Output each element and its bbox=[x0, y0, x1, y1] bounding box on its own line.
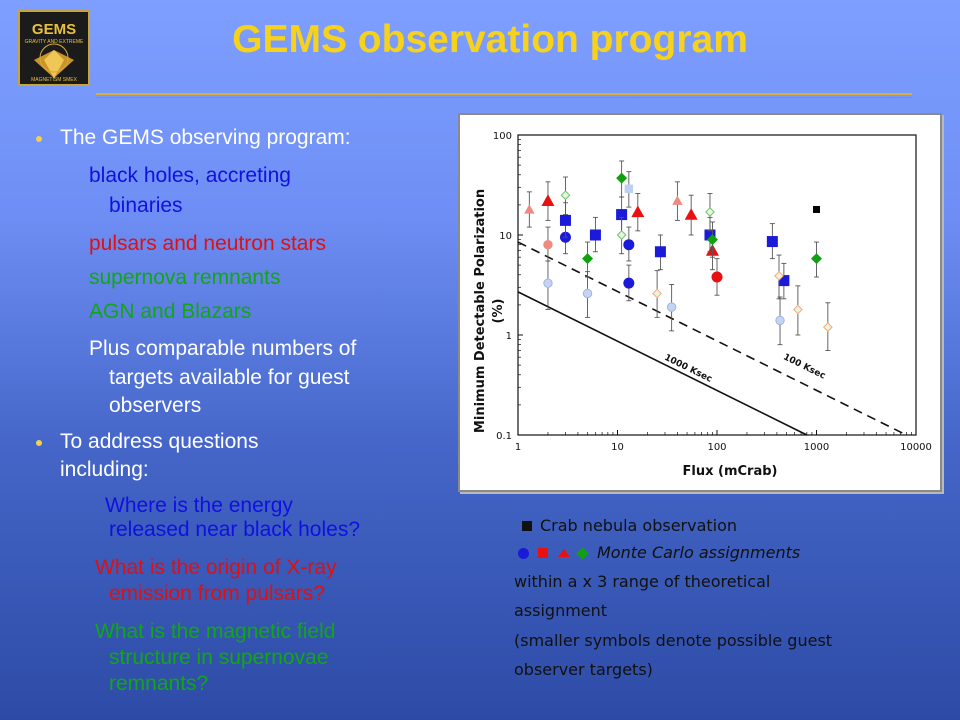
y-tick-label: 0.1 bbox=[496, 431, 512, 442]
bullet-2-cont: including: bbox=[60, 458, 149, 481]
legend-monte-carlo-text: Monte Carlo assignments bbox=[597, 543, 801, 562]
blue-circle-point bbox=[666, 302, 677, 312]
question-2-cont: emission from pulsars? bbox=[109, 582, 325, 605]
bullet-2: To address questions bbox=[60, 430, 259, 453]
red-triangle-point bbox=[631, 205, 645, 218]
x-tick-label: 100 bbox=[707, 442, 726, 453]
blue-square-point bbox=[778, 275, 790, 287]
plus-line-1: Plus comparable numbers of bbox=[89, 337, 357, 360]
question-1-cont: released near black holes? bbox=[109, 518, 360, 541]
y-tick-label: 1 bbox=[506, 331, 512, 342]
blue-square-point bbox=[704, 229, 716, 241]
red-square-icon bbox=[538, 548, 548, 558]
red-triangle-point bbox=[524, 204, 535, 214]
blue-square-point bbox=[589, 229, 601, 241]
blue-circle-point bbox=[623, 277, 635, 289]
red-triangle-point bbox=[541, 194, 555, 206]
blue-square-point bbox=[624, 184, 634, 193]
blue-circle-point bbox=[623, 239, 635, 251]
item-black-holes: black holes, accreting bbox=[89, 164, 291, 187]
blue-square-point bbox=[616, 209, 628, 221]
gems-logo: GEMS GRAVITY AND EXTREME MAGNETISM SMEX bbox=[18, 10, 90, 86]
red-circle-point bbox=[543, 239, 553, 250]
item-pulsars: pulsars and neutron stars bbox=[89, 232, 326, 255]
black-square-icon bbox=[522, 521, 532, 531]
red-triangle-point bbox=[672, 195, 683, 205]
green-diamond-point bbox=[705, 207, 715, 217]
green-diamond-point bbox=[706, 234, 718, 246]
orange-diamond-point bbox=[822, 322, 833, 332]
red-triangle-icon bbox=[558, 549, 570, 557]
legend-line-5: (smaller symbols denote possible guest bbox=[514, 631, 833, 650]
x-tick-label: 10 bbox=[611, 442, 624, 453]
y-tick-label: 100 bbox=[493, 131, 512, 142]
title-divider-shadow bbox=[96, 97, 912, 98]
legend-crab-text: Crab nebula observation bbox=[540, 516, 738, 535]
y-axis-label-unit: (%) bbox=[491, 299, 506, 324]
red-triangle-point bbox=[684, 208, 698, 220]
blue-circle-icon bbox=[518, 548, 529, 559]
bullet-dot bbox=[36, 440, 42, 446]
orange-diamond-point bbox=[774, 270, 784, 281]
x-tick-label: 10000 bbox=[900, 442, 932, 453]
blue-circle-point bbox=[582, 288, 593, 299]
question-1: Where is the energy bbox=[105, 494, 293, 517]
blue-square-point bbox=[766, 236, 778, 248]
item-agn: AGN and Blazars bbox=[89, 300, 252, 323]
x-tick-label: 1 bbox=[515, 442, 521, 453]
logo-subtitle: GRAVITY AND EXTREME bbox=[25, 39, 84, 45]
chart-frame: 1 10 100 1000 10000 0.1 1 10 100 100 Ksec 1000 Ks… bbox=[458, 113, 942, 492]
item-snr: supernova remnants bbox=[89, 266, 281, 289]
plus-line-3: observers bbox=[109, 394, 202, 417]
orange-diamond-point bbox=[792, 304, 803, 315]
blue-circle-point bbox=[775, 315, 785, 326]
green-diamond-point bbox=[616, 172, 628, 184]
y-axis-label: Minimum Detectable Polarization bbox=[473, 189, 488, 433]
bullet-dot bbox=[36, 136, 42, 142]
question-3-cont-2: remnants? bbox=[109, 672, 209, 695]
blue-square-point bbox=[559, 214, 571, 226]
question-3-cont: structure in supernovae bbox=[109, 646, 329, 669]
item-black-holes-cont: binaries bbox=[109, 194, 183, 217]
legend-line-4: assignment bbox=[514, 601, 608, 620]
x-axis-label: Flux (mCrab) bbox=[683, 464, 778, 479]
line-1000ksec bbox=[517, 291, 808, 436]
gems-logo-graphic: GEMS GRAVITY AND EXTREME MAGNETISM SMEX bbox=[20, 12, 88, 84]
y-tick-label: 10 bbox=[499, 231, 512, 242]
legend-line-6: observer targets) bbox=[514, 660, 653, 679]
legend-line-3: within a x 3 range of theoretical bbox=[514, 572, 771, 591]
logo-wordmark: GEMS bbox=[32, 21, 76, 38]
question-2: What is the origin of X-ray bbox=[95, 556, 337, 579]
green-diamond-point bbox=[616, 230, 627, 240]
green-diamond-point bbox=[560, 190, 571, 201]
orange-diamond-point bbox=[652, 288, 663, 299]
red-circle-point bbox=[711, 271, 723, 283]
legend-monte-carlo: Monte Carlo assignments bbox=[518, 539, 800, 566]
green-diamond-icon bbox=[576, 547, 589, 560]
slide-title: GEMS observation program bbox=[232, 18, 748, 61]
label-1000ksec: 1000 Ksec bbox=[662, 353, 713, 385]
green-diamond-point bbox=[811, 253, 822, 265]
blue-circle-point bbox=[543, 278, 553, 288]
logo-subtitle-2: MAGNETISM SMEX bbox=[31, 77, 78, 83]
legend-crab: Crab nebula observation bbox=[522, 512, 737, 539]
title-divider bbox=[96, 93, 912, 95]
line-100ksec bbox=[517, 241, 907, 436]
blue-square-point bbox=[654, 246, 666, 258]
green-diamond-point bbox=[582, 253, 594, 265]
black-square-point bbox=[813, 205, 820, 213]
x-tick-label: 1000 bbox=[804, 442, 829, 453]
question-3: What is the magnetic field bbox=[95, 620, 336, 643]
bullet-1: The GEMS observing program: bbox=[60, 126, 351, 149]
plus-line-2: targets available for guest bbox=[109, 366, 350, 389]
